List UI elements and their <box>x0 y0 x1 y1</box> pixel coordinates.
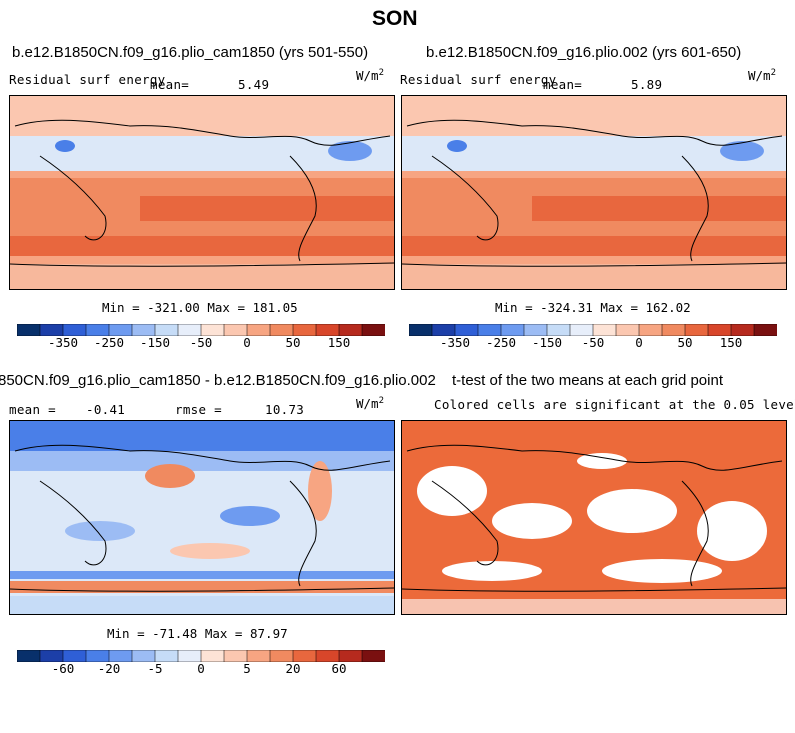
cb-tick: -5 <box>147 661 163 676</box>
panel3-minmax: Min = -71.48 Max = 87.97 <box>107 626 288 641</box>
cb-tick: 150 <box>719 335 743 350</box>
cb-tick: -50 <box>581 335 605 350</box>
page-title: SON <box>372 7 418 30</box>
panel4-subtitle: Colored cells are significant at the 0.0… <box>434 397 795 412</box>
coastline <box>10 262 394 267</box>
map-band-antarctic <box>10 264 394 289</box>
diff-band <box>10 451 394 471</box>
cb-tick: -350 <box>47 335 79 350</box>
diff-patch-pos <box>170 543 250 559</box>
panel1-colorbar-ticks: -350 -250 -150 -50 0 50 150 <box>17 335 385 351</box>
map-band-north <box>10 96 394 136</box>
coastline <box>289 480 317 587</box>
map-cold-patch <box>328 141 372 161</box>
panel3-colorbar-ticks: -60 -20 -5 0 5 20 60 <box>17 661 385 677</box>
coastline <box>681 480 709 587</box>
coastline <box>289 155 317 262</box>
coastline <box>39 155 107 241</box>
panel2-map <box>401 95 787 290</box>
panel3-colorbar <box>16 647 386 663</box>
diff-band <box>10 421 394 451</box>
map-cold-patch <box>55 140 75 152</box>
nonsig-region <box>417 466 487 516</box>
map-band-eq <box>532 196 786 221</box>
cb-tick: 60 <box>331 661 347 676</box>
panel4-case-title: t-test of the two means at each grid poi… <box>452 372 723 389</box>
panel2-minmax: Min = -324.31 Max = 162.02 <box>495 300 691 315</box>
coastline <box>431 480 499 566</box>
coastline <box>402 262 786 267</box>
panel2-stat-label: mean= <box>543 77 583 92</box>
cb-tick: -20 <box>97 661 121 676</box>
coastline <box>14 444 391 471</box>
panel2-stat-value: 5.89 <box>631 77 663 92</box>
panel1-colorbar <box>16 321 386 337</box>
panel2-case-title: b.e12.B1850CN.f09_g16.plio.002 (yrs 601-… <box>426 44 742 61</box>
cb-tick: -50 <box>189 335 213 350</box>
cb-tick: 50 <box>285 335 301 350</box>
cb-tick: 0 <box>243 335 251 350</box>
cb-tick: 0 <box>197 661 205 676</box>
cb-tick: -150 <box>531 335 563 350</box>
map-cold-patch <box>720 141 764 161</box>
cb-tick: 50 <box>677 335 693 350</box>
panel1-stat-value: 5.49 <box>238 77 270 92</box>
coastline <box>402 587 786 592</box>
diff-patch-pos <box>308 461 332 521</box>
panel1-units: W/m2 <box>356 68 384 84</box>
panel1-case-title: b.e12.B1850CN.f09_g16.plio_cam1850 (yrs … <box>12 44 369 61</box>
panel3-units: W/m2 <box>356 396 384 412</box>
coastline <box>681 155 709 262</box>
panel3-case-title: 850CN.f09_g16.plio_cam1850 - b.e12.B1850… <box>0 372 436 389</box>
coastline <box>14 119 391 146</box>
panel4-map <box>401 420 787 615</box>
coastline <box>431 155 499 241</box>
diff-patch-neg <box>65 521 135 541</box>
nonsig-region <box>697 501 767 561</box>
coastline <box>406 119 783 146</box>
coastline <box>406 444 783 471</box>
diff-patch-pos <box>145 464 195 488</box>
nonsig-region <box>492 503 572 539</box>
panel3-rmse-value: 10.73 <box>265 402 305 417</box>
map-cold-patch <box>447 140 467 152</box>
diff-patch-neg <box>220 506 280 526</box>
panel1-minmax: Min = -321.00 Max = 181.05 <box>102 300 298 315</box>
nonsig-region <box>577 453 627 469</box>
nonsig-region <box>587 489 677 533</box>
panel2-units: W/m2 <box>748 68 776 84</box>
panel3-map <box>9 420 395 615</box>
panel3-mean-label: mean = <box>9 402 56 417</box>
coastline <box>39 480 107 566</box>
map-band-south <box>402 236 786 256</box>
panel1-map <box>9 95 395 290</box>
nonsig-region <box>442 561 542 581</box>
map-band-south <box>10 236 394 256</box>
cb-tick: -150 <box>139 335 171 350</box>
diff-band-south <box>10 571 394 579</box>
cb-tick: 150 <box>327 335 351 350</box>
map-band-eq <box>140 196 394 221</box>
panel1-variable-label: Residual surf energy <box>9 72 166 87</box>
panel3-mean-value: -0.41 <box>86 402 126 417</box>
cb-tick: 20 <box>285 661 301 676</box>
cb-tick: -250 <box>485 335 517 350</box>
cb-tick: -60 <box>51 661 75 676</box>
panel3-rmse-label: rmse = <box>175 402 222 417</box>
cb-tick: 0 <box>635 335 643 350</box>
map-band-north <box>402 96 786 136</box>
nonsig-region <box>602 559 722 583</box>
panel2-variable-label: Residual surf energy <box>400 72 557 87</box>
cb-tick: -350 <box>439 335 471 350</box>
coastline <box>10 587 394 592</box>
cb-tick: -250 <box>93 335 125 350</box>
panel2-colorbar-ticks: -350 -250 -150 -50 0 50 150 <box>409 335 777 351</box>
cb-tick: 5 <box>243 661 251 676</box>
nonsig-region <box>402 599 786 614</box>
panel2-colorbar <box>408 321 778 337</box>
map-band-antarctic <box>402 264 786 289</box>
panel1-stat-label: mean= <box>150 77 190 92</box>
